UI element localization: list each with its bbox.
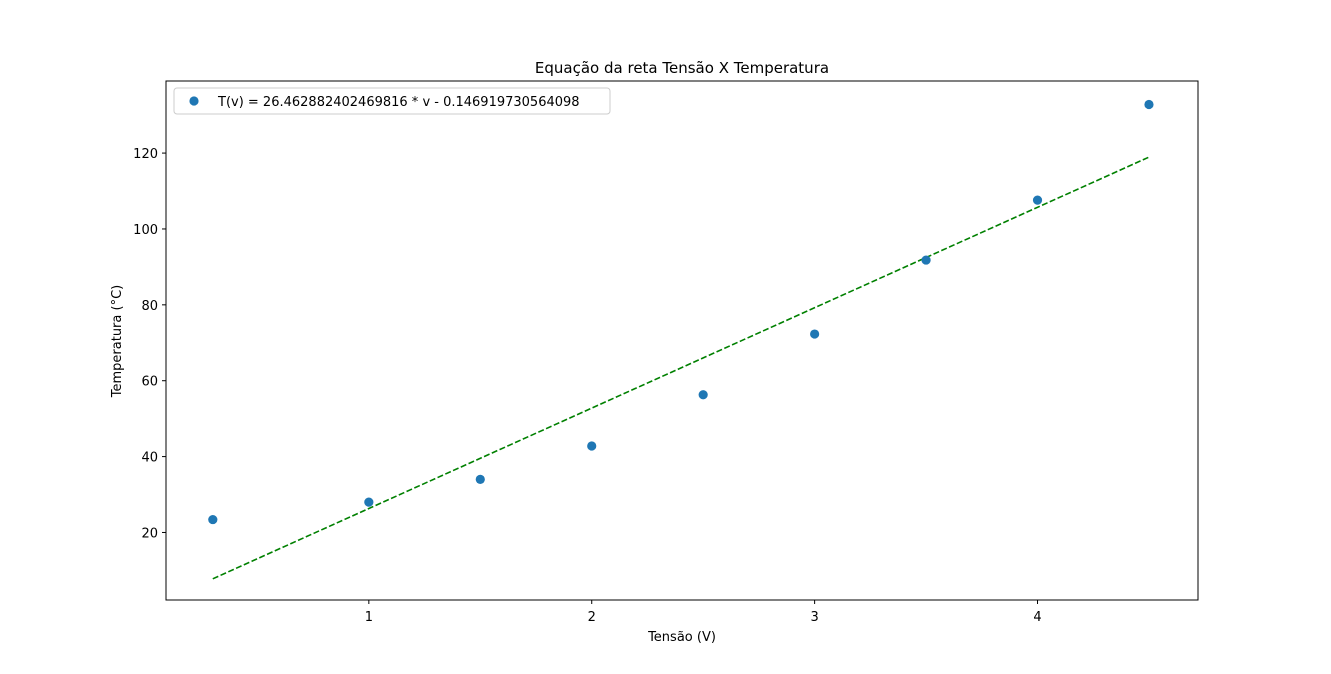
y-tick-label: 80 bbox=[141, 299, 158, 314]
plot-background bbox=[166, 81, 1198, 600]
y-tick-label: 40 bbox=[141, 451, 158, 466]
data-point bbox=[1032, 195, 1043, 205]
y-axis-label: Temperatura (°C) bbox=[110, 285, 125, 398]
y-tick-label: 20 bbox=[141, 526, 158, 541]
axes-frame bbox=[165, 80, 1199, 601]
x-tick-label: 1 bbox=[365, 610, 373, 625]
data-point bbox=[1144, 99, 1154, 110]
x-axis-label: Tensão (V) bbox=[647, 630, 716, 645]
y-tick-label: 100 bbox=[133, 223, 158, 238]
data-point bbox=[475, 474, 485, 484]
plot-area: 1 2 3 4 20 40 60 80 100 120 bbox=[133, 80, 1199, 625]
data-point bbox=[921, 255, 931, 265]
data-point bbox=[587, 441, 597, 451]
data-point bbox=[810, 329, 820, 339]
x-tick-label: 2 bbox=[588, 610, 596, 625]
legend-marker bbox=[189, 96, 199, 106]
fit-line bbox=[212, 156, 1150, 580]
x-tick-label: 4 bbox=[1033, 610, 1041, 625]
legend-box bbox=[173, 87, 611, 115]
y-tick-label: 120 bbox=[133, 147, 158, 162]
data-point bbox=[208, 514, 218, 525]
x-tick-label: 3 bbox=[810, 610, 818, 625]
legend-entry: T(v) = 26.462882402469816 * v - 0.146919… bbox=[217, 95, 580, 110]
data-point bbox=[364, 497, 374, 507]
chart-title: Equação da reta Tensão X Temperatura bbox=[535, 59, 829, 77]
legend: T(v) = 26.462882402469816 * v - 0.146919… bbox=[173, 87, 611, 115]
y-tick-label: 60 bbox=[141, 375, 158, 390]
data-point bbox=[698, 390, 708, 400]
